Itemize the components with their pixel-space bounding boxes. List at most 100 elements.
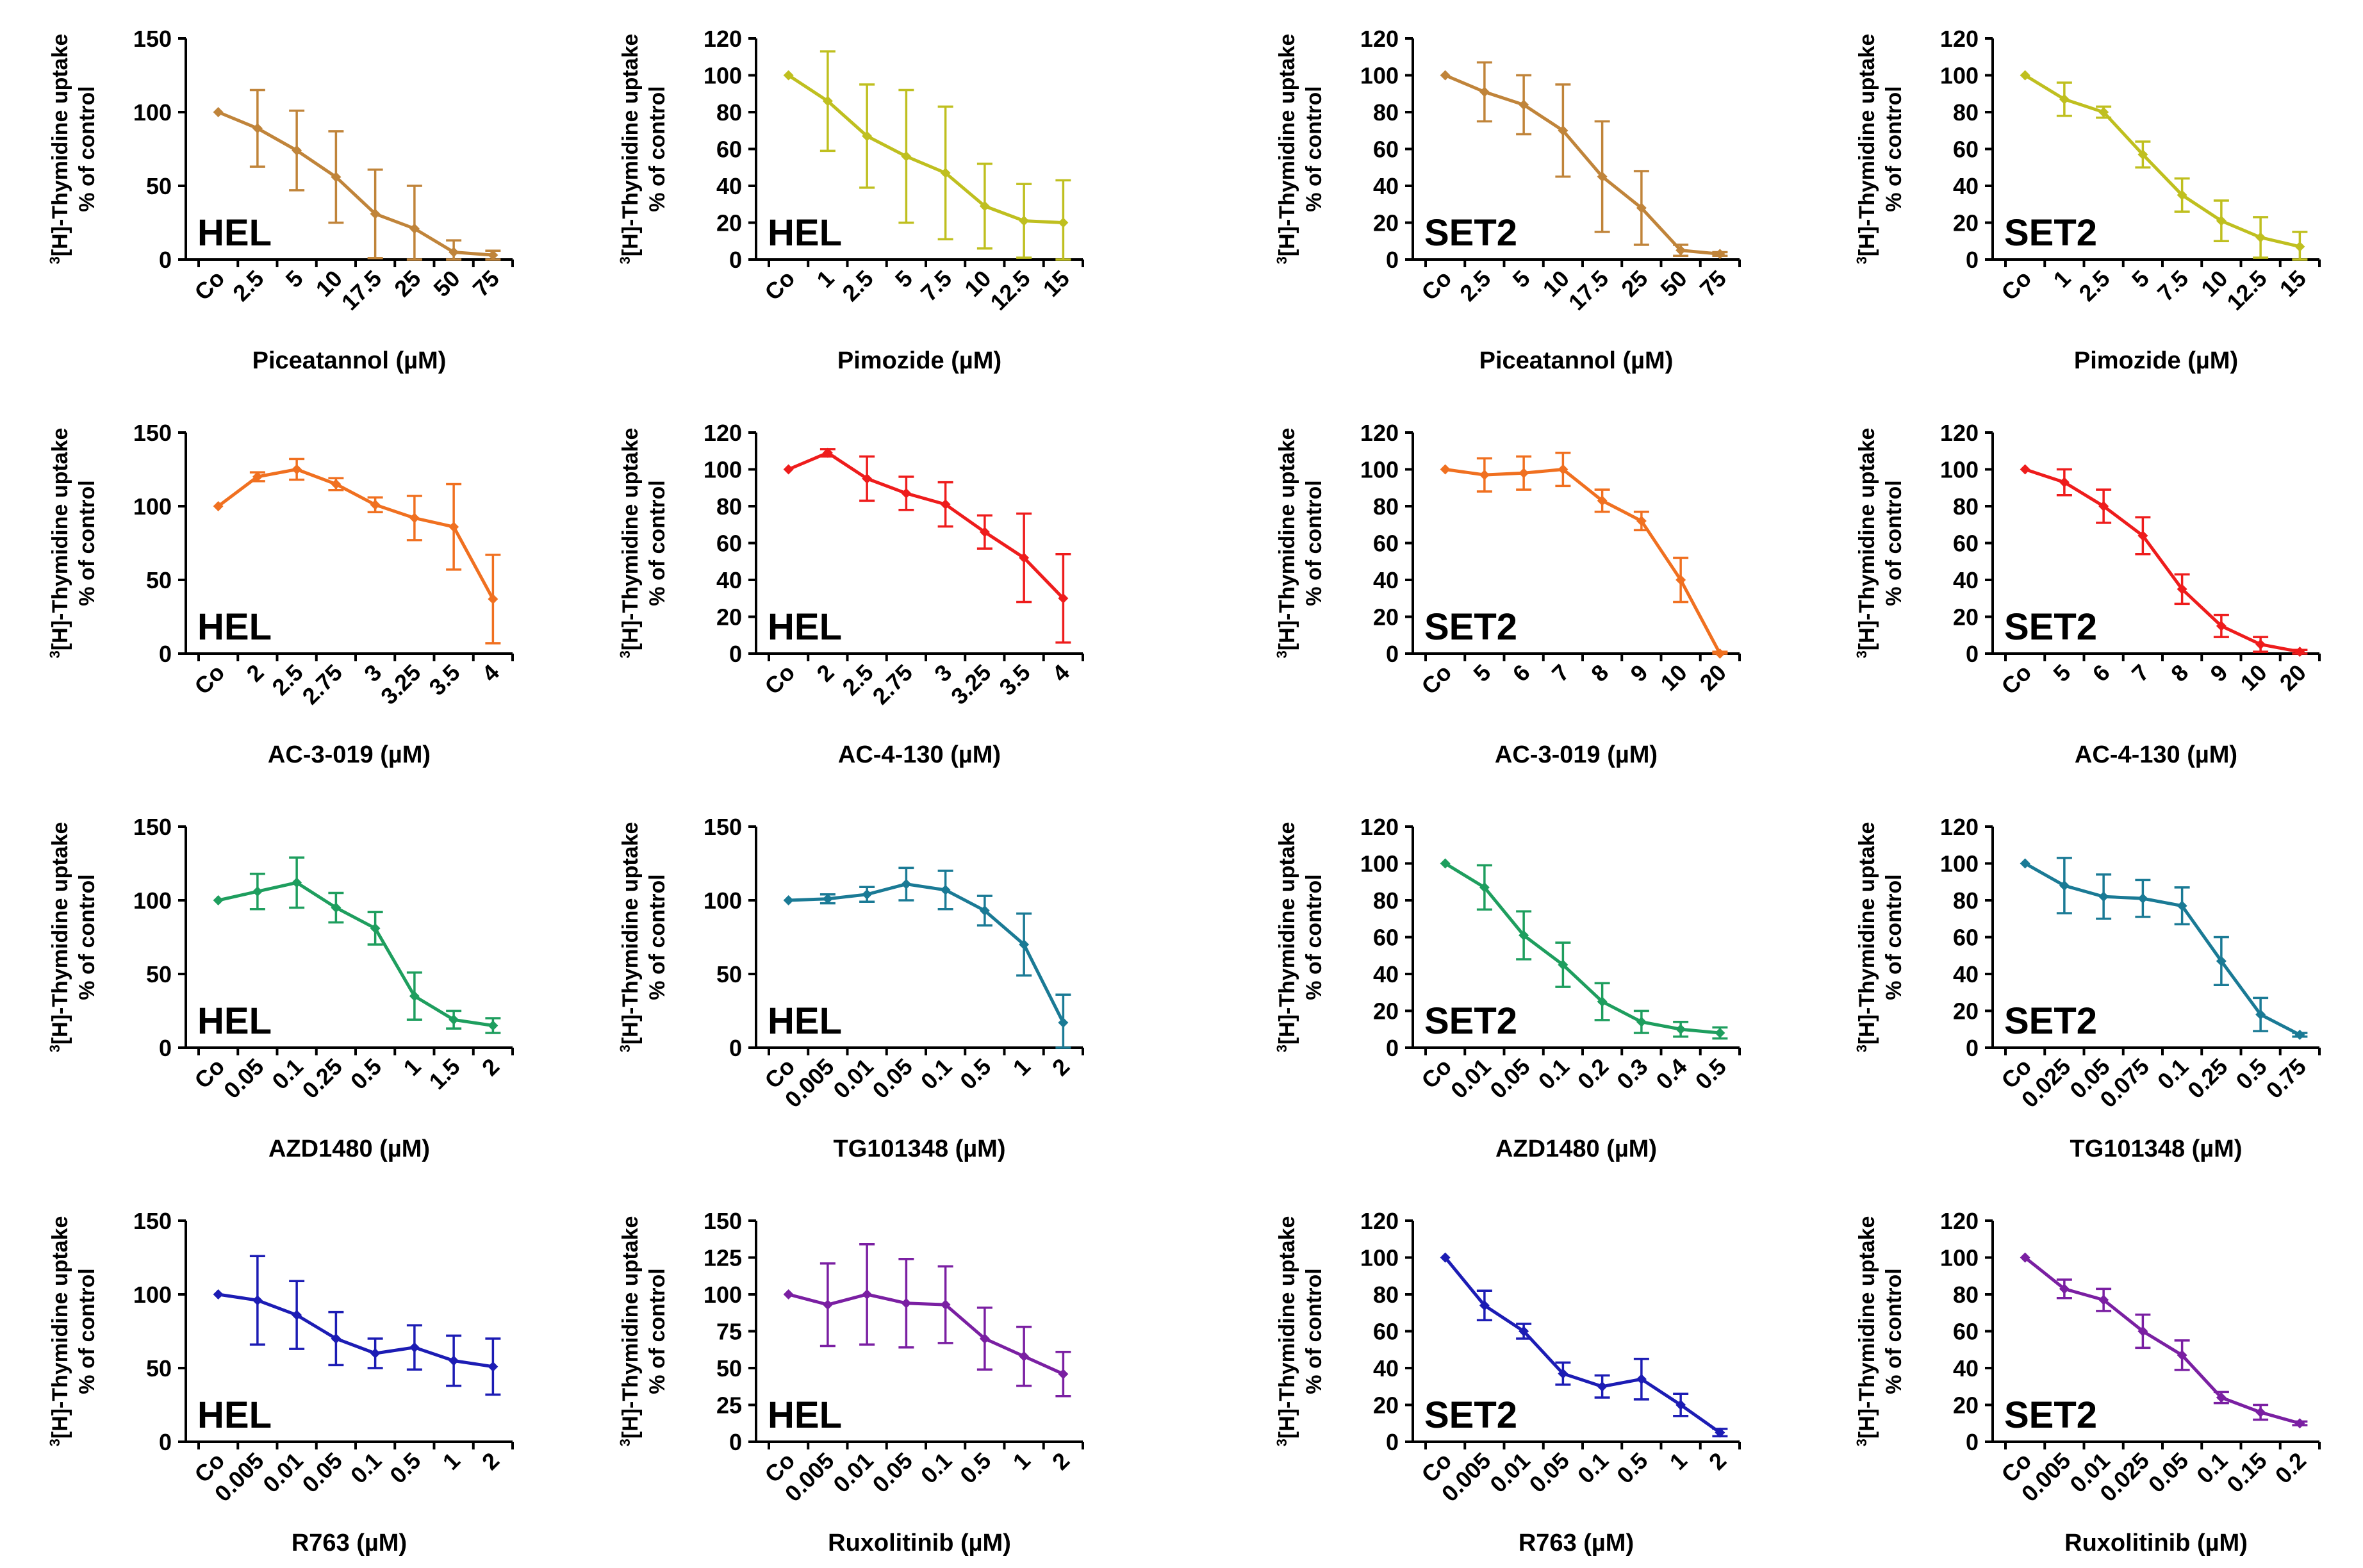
y-tick-label: 120 bbox=[1360, 1208, 1399, 1234]
data-point bbox=[862, 1289, 873, 1300]
x-tick-label: Co bbox=[1416, 265, 1456, 306]
y-tick-label: 40 bbox=[1953, 173, 1979, 199]
y-tick-label: 80 bbox=[716, 493, 742, 520]
x-tick-label: 8 bbox=[2166, 659, 2193, 687]
x-tick-label: 5 bbox=[2048, 659, 2075, 687]
x-axis-title: AC-3-019 (µM) bbox=[1495, 741, 1658, 768]
y-tick-label: 50 bbox=[716, 961, 742, 987]
y-axis-title-text: [H]-Thymidine uptake bbox=[618, 822, 643, 1045]
data-point bbox=[1479, 1300, 1490, 1311]
x-tick-label: 0.01 bbox=[828, 1053, 878, 1104]
x-tick-label: 0.15 bbox=[2221, 1448, 2272, 1498]
y-tick-label: 120 bbox=[1940, 26, 1979, 52]
data-point bbox=[2216, 1392, 2227, 1403]
data-point bbox=[783, 1289, 794, 1300]
y-tick-label: 60 bbox=[1373, 531, 1399, 557]
x-tick-label: 17.5 bbox=[1563, 265, 1614, 316]
y-axis-title-text: [H]-Thymidine uptake bbox=[1275, 1216, 1299, 1439]
data-point bbox=[979, 905, 990, 916]
cell-line-label: SET2 bbox=[1424, 1000, 1517, 1042]
data-point bbox=[2255, 639, 2266, 650]
x-axis-title: Pimozide (µM) bbox=[2074, 347, 2238, 374]
y-axis-title-text: [H]-Thymidine uptake bbox=[1275, 34, 1299, 257]
y-tick-label: 40 bbox=[1373, 1355, 1399, 1382]
data-point bbox=[2137, 149, 2148, 160]
x-tick-label: 1 bbox=[438, 1448, 465, 1475]
data-point bbox=[449, 1014, 459, 1025]
x-tick-label: 5 bbox=[1468, 659, 1495, 687]
x-tick-label: Co bbox=[1416, 659, 1456, 700]
y-axis-title-superscript: 3 bbox=[617, 1044, 633, 1052]
y-tick-label: 0 bbox=[1386, 1035, 1399, 1061]
data-point bbox=[252, 123, 263, 134]
y-axis-title-line2: % of control bbox=[1882, 1268, 1906, 1394]
y-axis-title-line1: 3[H]-Thymidine uptake bbox=[47, 822, 72, 1053]
cell-line-label: SET2 bbox=[2004, 1394, 2097, 1436]
data-point bbox=[2137, 531, 2148, 541]
series-line bbox=[2024, 862, 2301, 1037]
data-point bbox=[449, 247, 459, 258]
x-tick-label: Co bbox=[759, 659, 800, 700]
y-tick-label: 0 bbox=[729, 641, 742, 667]
y-tick-label: 40 bbox=[1373, 961, 1399, 987]
data-point bbox=[783, 895, 794, 905]
x-tick-label: Co bbox=[189, 659, 229, 700]
data-point bbox=[1597, 1381, 1608, 1392]
data-point bbox=[1597, 495, 1608, 506]
x-tick-label: 2 bbox=[1047, 1448, 1074, 1475]
y-tick-label: 100 bbox=[133, 887, 172, 914]
x-tick-label: 7 bbox=[2127, 659, 2154, 687]
y-tick-label: 25 bbox=[716, 1392, 742, 1419]
y-axis-title-text: [H]-Thymidine uptake bbox=[1855, 822, 1879, 1045]
data-point bbox=[2294, 1418, 2305, 1429]
data-point bbox=[331, 902, 342, 913]
x-tick-label: 3 bbox=[359, 659, 386, 687]
data-point bbox=[1519, 99, 1529, 110]
x-tick-label: 4 bbox=[477, 659, 504, 687]
x-tick-label: 12.5 bbox=[2221, 265, 2272, 316]
data-point bbox=[2294, 647, 2305, 657]
data-point bbox=[409, 991, 420, 1002]
data-point bbox=[1636, 202, 1647, 213]
y-tick-label: 20 bbox=[1373, 604, 1399, 631]
x-tick-label: 7.5 bbox=[916, 265, 957, 306]
y-tick-label: 100 bbox=[1360, 457, 1399, 483]
data-point bbox=[822, 893, 833, 904]
y-tick-label: 40 bbox=[1373, 173, 1399, 199]
y-tick-label: 80 bbox=[1953, 99, 1979, 126]
x-tick-label: 0.01 bbox=[1485, 1448, 1535, 1498]
y-tick-label: 0 bbox=[1386, 1429, 1399, 1455]
data-point bbox=[1479, 87, 1490, 97]
x-tick-label: 8 bbox=[1586, 659, 1613, 687]
x-axis-title: Piceatannol (µM) bbox=[1479, 347, 1674, 374]
data-point bbox=[1058, 217, 1069, 228]
y-axis-title-line1: 3[H]-Thymidine uptake bbox=[47, 1216, 72, 1447]
series-line bbox=[2024, 468, 2300, 654]
y-tick-label: 60 bbox=[1373, 1319, 1399, 1345]
y-axis-title-line2: % of control bbox=[1302, 1268, 1326, 1394]
x-tick-label: 50 bbox=[428, 265, 465, 302]
data-point bbox=[2020, 1252, 2030, 1263]
y-axis-title-line2: % of control bbox=[645, 480, 670, 606]
data-point bbox=[1636, 1374, 1647, 1385]
x-tick-label: Co bbox=[759, 265, 800, 306]
y-tick-label: 0 bbox=[159, 1429, 172, 1455]
data-point bbox=[370, 1348, 381, 1358]
x-tick-label: Co bbox=[1996, 265, 2036, 306]
y-tick-label: 0 bbox=[729, 1429, 742, 1455]
y-axis-title-superscript: 3 bbox=[47, 256, 63, 264]
data-point bbox=[2137, 893, 2148, 904]
y-tick-label: 100 bbox=[1360, 63, 1399, 89]
x-tick-label: 0.2 bbox=[2270, 1448, 2311, 1489]
data-point bbox=[1715, 648, 1725, 659]
y-tick-label: 80 bbox=[1373, 99, 1399, 126]
data-point bbox=[901, 879, 912, 889]
data-point bbox=[488, 250, 498, 261]
cell-line-label: HEL bbox=[197, 212, 272, 254]
y-axis-title-superscript: 3 bbox=[617, 256, 633, 264]
y-tick-label: 50 bbox=[146, 961, 172, 987]
y-tick-label: 120 bbox=[1360, 26, 1399, 52]
data-point bbox=[1519, 930, 1529, 941]
